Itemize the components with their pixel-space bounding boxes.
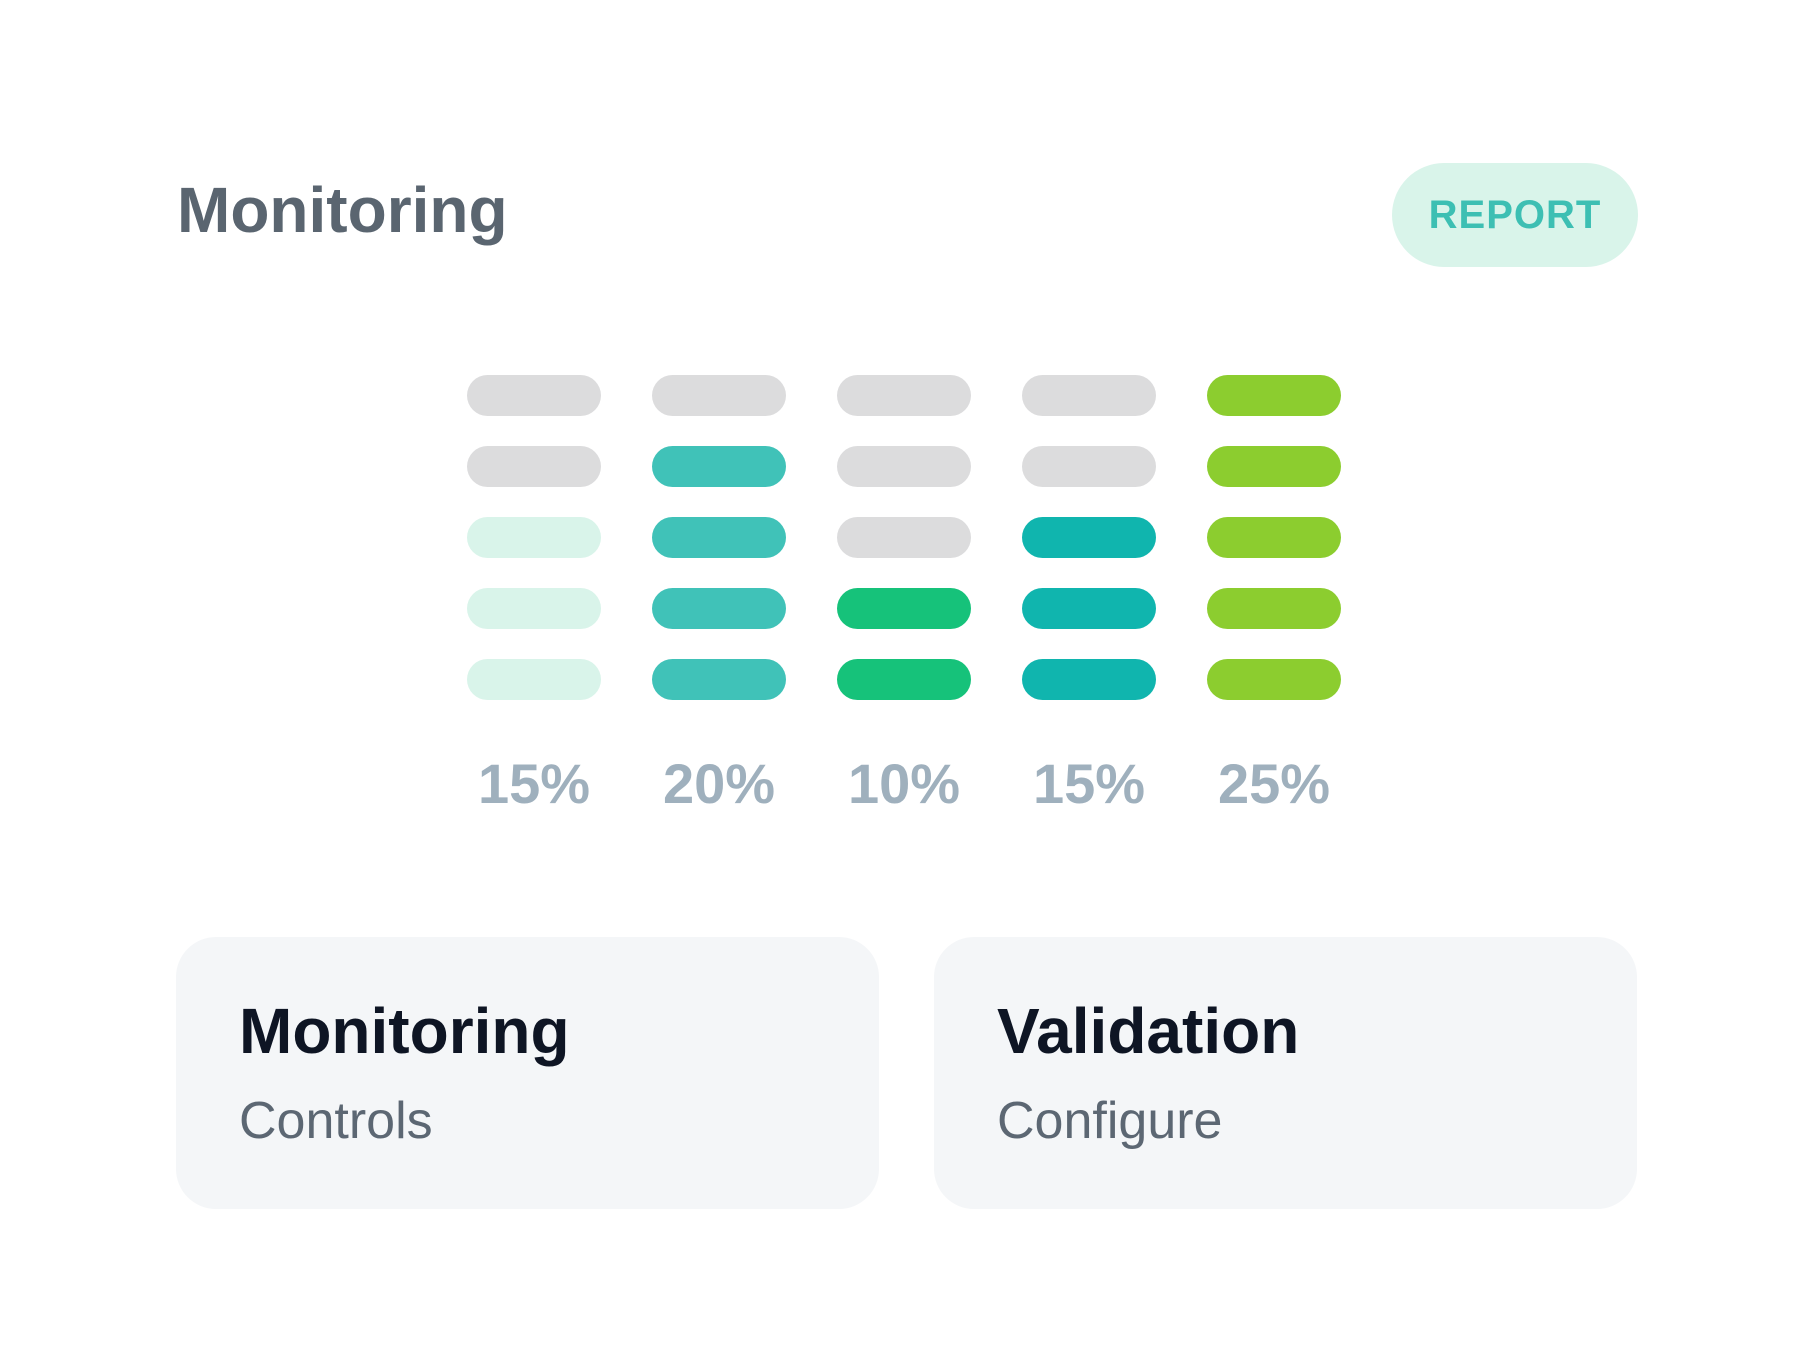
meter-segment <box>467 588 601 629</box>
meter-percent-label: 20% <box>662 752 776 815</box>
meter-percent-label: 15% <box>1032 752 1146 815</box>
meter-segment <box>652 375 786 416</box>
meter-segment <box>837 375 971 416</box>
meter-segment <box>1207 375 1341 416</box>
card-monitoring[interactable]: Monitoring Controls <box>176 937 879 1209</box>
card-validation[interactable]: Validation Configure <box>934 937 1637 1209</box>
meter-segment <box>837 446 971 487</box>
meter-segment <box>1207 446 1341 487</box>
meter-percent-label: 25% <box>1217 752 1331 815</box>
meter-segment <box>467 375 601 416</box>
card-title: Validation <box>997 995 1300 1067</box>
meter-segment <box>1022 588 1156 629</box>
page-title: Monitoring <box>177 174 508 246</box>
card-subtitle: Configure <box>997 1092 1223 1150</box>
meter-chart: 15% 20% 10% 15% 25% <box>467 375 1341 815</box>
meter-segment <box>1022 659 1156 700</box>
meter-segment <box>652 446 786 487</box>
meter-percent-label: 10% <box>847 752 961 815</box>
meter-segment <box>652 517 786 558</box>
meter-segment <box>652 659 786 700</box>
meter-segment <box>1207 588 1341 629</box>
meter-segment <box>652 588 786 629</box>
meter-segment <box>1207 659 1341 700</box>
meter-segment <box>467 517 601 558</box>
meter-percent-label: 15% <box>477 752 591 815</box>
meter-segment <box>1022 375 1156 416</box>
report-button[interactable]: REPORT <box>1392 163 1638 267</box>
meter-segment <box>1022 517 1156 558</box>
meter-segment <box>1022 446 1156 487</box>
meter-segment <box>1207 517 1341 558</box>
meter-segment <box>837 659 971 700</box>
meter-segment <box>467 446 601 487</box>
meter-segment <box>837 517 971 558</box>
meter-segment <box>467 659 601 700</box>
card-title: Monitoring <box>239 995 570 1067</box>
card-subtitle: Controls <box>239 1092 433 1150</box>
meter-segment <box>837 588 971 629</box>
